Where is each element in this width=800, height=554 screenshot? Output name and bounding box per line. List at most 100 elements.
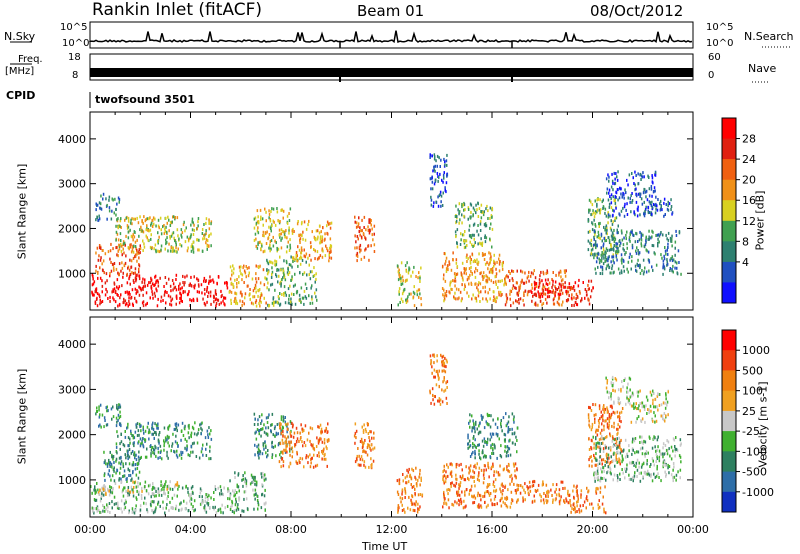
- data-cell: [253, 412, 256, 416]
- data-cell: [445, 256, 448, 260]
- data-cell: [481, 439, 484, 443]
- data-cell: [179, 282, 181, 286]
- data-cell: [443, 299, 445, 303]
- data-cell: [507, 429, 510, 432]
- data-cell: [101, 492, 103, 496]
- data-cell: [144, 278, 146, 282]
- data-cell: [153, 452, 156, 456]
- data-cell: [113, 495, 116, 499]
- data-cell: [254, 431, 256, 435]
- data-cell: [490, 465, 493, 469]
- data-cell: [115, 442, 118, 446]
- data-cell: [470, 283, 473, 286]
- data-cell: [523, 291, 525, 295]
- data-cell: [538, 278, 541, 282]
- data-cell: [604, 250, 606, 254]
- data-cell: [400, 279, 402, 283]
- data-cell: [132, 471, 134, 475]
- data-cell: [248, 271, 250, 275]
- data-cell: [113, 298, 115, 302]
- data-cell: [361, 446, 364, 450]
- data-cell: [468, 466, 470, 470]
- cpid-value: twofsound 3501: [95, 93, 195, 106]
- data-cell: [519, 297, 522, 301]
- data-cell: [237, 472, 240, 476]
- data-cell: [545, 494, 547, 498]
- data-cell: [463, 241, 466, 245]
- data-cell: [476, 269, 479, 273]
- data-cell: [108, 489, 110, 493]
- data-cell: [474, 456, 476, 460]
- data-cell: [363, 441, 365, 445]
- data-cell: [523, 488, 525, 492]
- data-cell: [410, 483, 412, 486]
- data-cell: [529, 485, 531, 489]
- data-cell: [109, 511, 111, 514]
- data-cell: [582, 504, 584, 507]
- data-cell: [598, 222, 600, 226]
- data-cell: [123, 469, 126, 473]
- data-cell: [447, 498, 450, 502]
- data-cell: [519, 491, 522, 495]
- data-cell: [117, 249, 120, 253]
- data-cell: [648, 260, 651, 264]
- data-cell: [150, 221, 153, 225]
- data-cell: [134, 463, 137, 466]
- data-cell: [132, 217, 135, 221]
- data-cell: [233, 509, 236, 513]
- data-cell: [473, 501, 476, 504]
- data-cell: [618, 196, 621, 200]
- data-cell: [506, 451, 508, 455]
- data-cell: [396, 264, 399, 268]
- data-cell: [126, 226, 129, 230]
- data-cell: [126, 477, 128, 480]
- data-cell: [632, 393, 635, 397]
- data-cell: [144, 496, 146, 500]
- data-cell: [414, 492, 416, 495]
- data-cell: [326, 447, 328, 451]
- data-cell: [188, 436, 190, 440]
- data-cell: [124, 290, 127, 294]
- data-cell: [507, 420, 510, 424]
- data-cell: [468, 282, 470, 286]
- data-cell: [440, 353, 442, 357]
- data-cell: [259, 304, 261, 308]
- data-cell: [498, 290, 500, 294]
- data-cell: [637, 390, 640, 394]
- data-cell: [276, 268, 278, 271]
- data-cell: [135, 277, 138, 281]
- data-cell: [586, 498, 589, 502]
- data-cell: [640, 419, 642, 423]
- data-cell: [132, 480, 134, 484]
- data-cell: [477, 294, 480, 298]
- data-cell: [183, 283, 185, 287]
- data-cell: [617, 396, 620, 400]
- data-cell: [509, 453, 512, 457]
- data-cell: [581, 297, 583, 301]
- data-cell: [118, 198, 121, 202]
- data-cell: [464, 490, 466, 494]
- data-cell: [652, 402, 654, 406]
- data-cell: [447, 474, 449, 478]
- data-cell: [480, 216, 483, 220]
- data-cell: [315, 229, 318, 233]
- data-cell: [408, 292, 410, 296]
- data-cell: [468, 421, 470, 425]
- data-cell: [639, 389, 641, 393]
- data-cell: [419, 472, 421, 476]
- data-cell: [141, 489, 143, 493]
- data-cell: [445, 190, 447, 194]
- data-cell: [118, 477, 121, 481]
- nsearch-label: N.Search: [744, 30, 794, 43]
- data-cell: [92, 509, 94, 513]
- data-cell: [166, 240, 168, 244]
- data-cell: [109, 257, 111, 261]
- data-cell: [631, 255, 633, 259]
- data-cell: [274, 223, 277, 227]
- data-cell: [141, 301, 144, 305]
- data-cell: [610, 206, 613, 210]
- data-cell: [666, 248, 668, 252]
- data-cell: [233, 267, 235, 271]
- data-cell: [147, 228, 149, 232]
- data-cell: [611, 231, 614, 235]
